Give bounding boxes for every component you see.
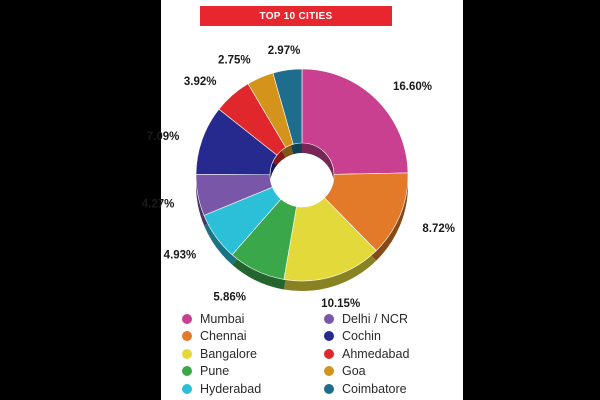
legend-swatch bbox=[182, 383, 192, 394]
label-bangalore: 10.15% bbox=[321, 298, 360, 310]
chart-title: TOP 10 CITIES bbox=[200, 6, 392, 26]
legend-label: Hyderabad bbox=[200, 381, 262, 396]
donut-slices bbox=[195, 68, 409, 282]
legend-item-cochin: Cochin bbox=[324, 328, 454, 346]
legend-item-pune: Pune bbox=[182, 363, 312, 381]
legend-swatch bbox=[324, 331, 334, 342]
legend-label: Chennai bbox=[200, 329, 247, 344]
legend-label: Cochin bbox=[342, 329, 381, 344]
label-delhi-ncr: 4.27% bbox=[142, 199, 175, 211]
legend-item-delhi-ncr: Delhi / NCR bbox=[324, 310, 454, 328]
legend-swatch bbox=[182, 348, 192, 359]
label-hyderabad: 4.93% bbox=[164, 250, 197, 262]
label-ahmedabad: 3.92% bbox=[184, 76, 217, 88]
legend-item-bangalore: Bangalore bbox=[182, 345, 312, 363]
legend-item-coimbatore: Coimbatore bbox=[324, 380, 454, 398]
slice-coimbatore bbox=[272, 68, 303, 145]
legend-label: Bangalore bbox=[200, 346, 257, 361]
label-pune: 5.86% bbox=[213, 291, 246, 303]
label-goa: 2.75% bbox=[218, 55, 251, 67]
legend-item-ahmedabad: Ahmedabad bbox=[324, 345, 454, 363]
legend-label: Mumbai bbox=[200, 311, 245, 326]
legend-item-mumbai: Mumbai bbox=[182, 310, 312, 328]
slice-chennai bbox=[323, 172, 409, 252]
legend-swatch bbox=[324, 366, 334, 377]
slice-bangalore bbox=[283, 197, 377, 282]
legend-swatch bbox=[182, 366, 192, 377]
legend-label: Goa bbox=[342, 364, 366, 379]
legend-label: Coimbatore bbox=[342, 381, 407, 396]
legend-label: Delhi / NCR bbox=[342, 311, 408, 326]
legend-swatch bbox=[182, 313, 192, 324]
slice-mumbai bbox=[301, 68, 409, 175]
label-mumbai: 16.60% bbox=[393, 81, 432, 93]
legend-swatch bbox=[324, 348, 334, 359]
legend-swatch bbox=[182, 331, 192, 342]
legend: Mumbai Delhi / NCR Chennai Cochin Bangalore A… bbox=[182, 310, 452, 398]
label-coimbatore: 2.97% bbox=[268, 45, 301, 57]
legend-item-chennai: Chennai bbox=[182, 328, 312, 346]
label-cochin: 7.09% bbox=[147, 131, 180, 143]
legend-item-hyderabad: Hyderabad bbox=[182, 380, 312, 398]
legend-swatch bbox=[324, 313, 334, 324]
legend-label: Ahmedabad bbox=[342, 346, 410, 361]
legend-swatch bbox=[324, 383, 334, 394]
percent-labels: 16.60% 8.72% 10.15% 5.86% 4.93% 4.27% 7.09% 3.9… bbox=[142, 45, 455, 310]
label-chennai: 8.72% bbox=[422, 223, 455, 235]
legend-item-goa: Goa bbox=[324, 363, 454, 381]
legend-label: Pune bbox=[200, 364, 230, 379]
